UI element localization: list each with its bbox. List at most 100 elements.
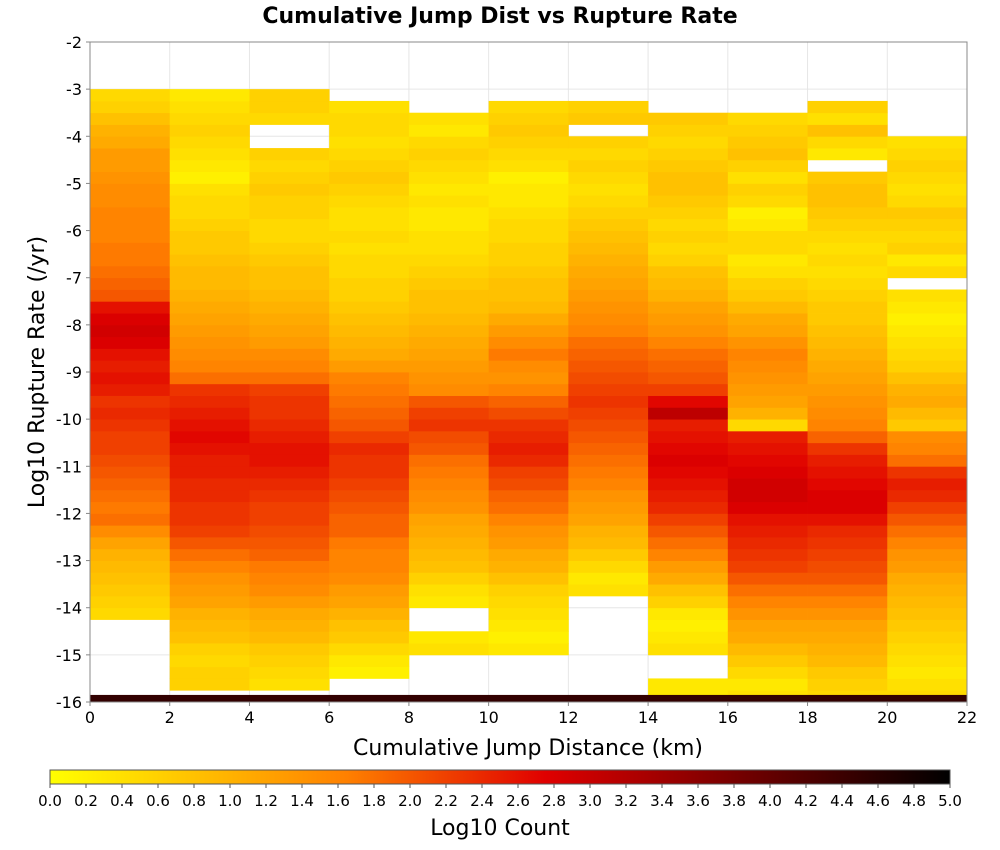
heatmap-cell: [648, 360, 729, 373]
heatmap-cell: [249, 277, 330, 290]
heatmap-cell: [249, 183, 330, 196]
heatmap-cell: [727, 607, 808, 620]
heatmap-cell: [488, 348, 569, 361]
heatmap-cell: [408, 513, 490, 526]
x-tick-label-7: 14: [638, 708, 658, 727]
heatmap-cell: [249, 313, 330, 326]
colorbar-tick-label-12: 2.4: [470, 792, 494, 810]
heatmap-cell: [648, 442, 729, 455]
heatmap-cell: [329, 313, 410, 326]
heatmap-cell: [727, 195, 808, 208]
heatmap-cell: [408, 195, 490, 208]
heatmap-cell: [887, 324, 968, 338]
heatmap-cell: [90, 395, 171, 408]
heatmap-cell: [249, 242, 330, 255]
colorbar-tick-label-17: 3.4: [650, 792, 674, 810]
heatmap-cell: [329, 336, 410, 349]
heatmap-cell: [568, 513, 649, 526]
heatmap-cell: [249, 595, 330, 609]
heatmap-cell: [169, 277, 250, 290]
heatmap-cell: [648, 383, 729, 396]
heatmap-cell: [568, 348, 649, 361]
heatmap-cell: [169, 513, 250, 526]
heatmap-cell: [488, 631, 569, 644]
heatmap-cell: [329, 136, 410, 149]
heatmap-cell: [568, 148, 649, 161]
heatmap-cell: [329, 454, 410, 467]
x-tick-label-1: 2: [165, 708, 175, 727]
heatmap-cell: [488, 242, 569, 255]
heatmap-cell: [169, 159, 250, 173]
heatmap-cell: [329, 584, 410, 597]
heatmap-cell: [887, 654, 968, 668]
heatmap-cell: [329, 360, 410, 373]
heatmap-cell: [727, 336, 808, 349]
heatmap-cell: [169, 100, 250, 114]
heatmap-cell: [727, 666, 808, 679]
heatmap-cell: [568, 336, 649, 349]
heatmap-cell: [887, 395, 968, 408]
y-tick-label-9: -11: [56, 457, 82, 476]
y-tick-label-12: -14: [56, 599, 82, 618]
heatmap-cell: [807, 525, 888, 538]
heatmap-cell: [488, 537, 569, 550]
heatmap-cell: [169, 148, 250, 161]
heatmap-cell: [329, 501, 410, 514]
heatmap-cell: [807, 395, 888, 408]
heatmap-cell: [408, 395, 490, 408]
heatmap-cell: [329, 419, 410, 432]
heatmap-cell: [488, 183, 569, 196]
heatmap-cell: [169, 230, 250, 243]
heatmap-cell: [169, 525, 250, 538]
heatmap-cell: [249, 607, 330, 620]
heatmap-cell: [488, 572, 569, 585]
heatmap-cell: [887, 631, 968, 644]
heatmap-cell: [887, 537, 968, 550]
heatmap-cell: [727, 678, 808, 691]
heatmap-cell: [887, 501, 968, 514]
y-tick-label-11: -13: [56, 552, 82, 571]
colorbar-tick-label-6: 1.2: [254, 792, 278, 810]
heatmap-cell: [90, 313, 171, 326]
heatmap-cell: [887, 148, 968, 161]
heatmap-cell: [887, 419, 968, 432]
heatmap-cell: [90, 595, 171, 609]
heatmap-cell: [727, 277, 808, 290]
heatmap-cell: [887, 513, 968, 526]
heatmap-cell: [727, 242, 808, 255]
heatmap-cell: [807, 430, 888, 444]
heatmap-cell: [90, 254, 171, 267]
heatmap-cell: [488, 478, 569, 491]
heatmap-cell: [169, 265, 250, 279]
heatmap-cell: [169, 112, 250, 125]
heatmap-cell: [648, 525, 729, 538]
heatmap-cell: [887, 254, 968, 267]
heatmap-cell: [568, 100, 649, 114]
heatmap-cell: [249, 395, 330, 408]
heatmap-cell: [807, 265, 888, 279]
heatmap-cell: [90, 289, 171, 302]
colorbar-tick-label-10: 2.0: [398, 792, 422, 810]
heatmap-cell: [329, 277, 410, 290]
heatmap-cell: [807, 336, 888, 349]
heatmap-cell: [887, 242, 968, 255]
heatmap-cell: [568, 501, 649, 514]
heatmap-cell: [648, 136, 729, 149]
heatmap-cell: [568, 265, 649, 279]
heatmap-cell: [807, 289, 888, 302]
heatmap-cell: [329, 619, 410, 632]
colorbar-tick-label-19: 3.8: [722, 792, 746, 810]
heatmap-cell: [329, 195, 410, 208]
heatmap-cell: [568, 360, 649, 373]
heatmap-cell: [488, 619, 569, 632]
heatmap-cell: [249, 678, 330, 691]
heatmap-cell: [90, 525, 171, 538]
heatmap-cell: [727, 442, 808, 455]
heatmap-cell: [568, 301, 649, 314]
heatmap-cell: [249, 454, 330, 467]
heatmap-cell: [329, 560, 410, 573]
heatmap-cell: [90, 360, 171, 373]
heatmap-cell: [648, 301, 729, 314]
heatmap-cell: [90, 407, 171, 420]
heatmap-cell: [408, 136, 490, 149]
